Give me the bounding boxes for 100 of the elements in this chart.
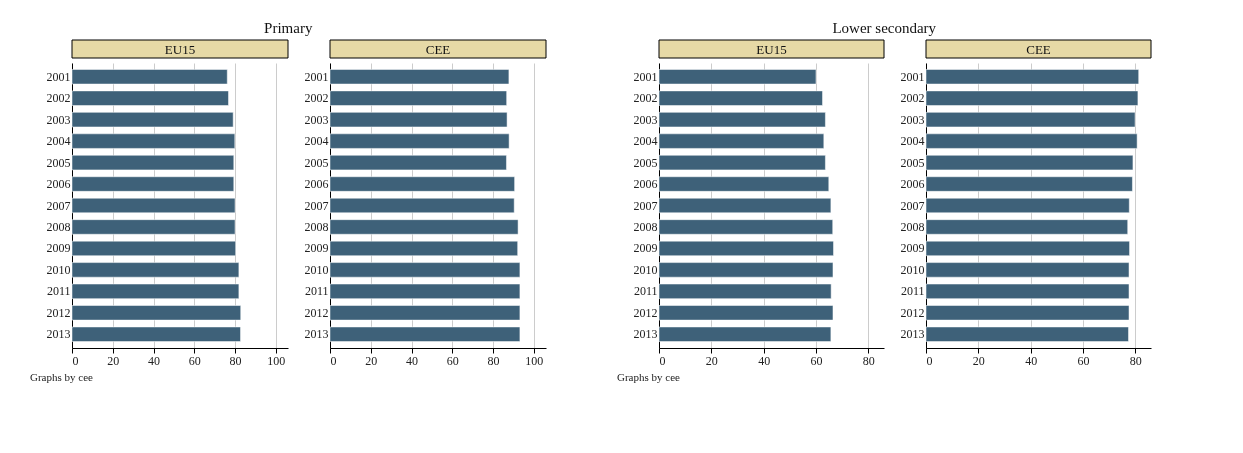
bar bbox=[658, 240, 834, 256]
bar bbox=[925, 262, 1130, 278]
y-tick-label: 2007 bbox=[304, 198, 329, 213]
y-tick-label: 2006 bbox=[633, 177, 658, 192]
x-tick-label: 0 bbox=[330, 353, 337, 368]
x-tick-label: 100 bbox=[267, 353, 286, 368]
bar bbox=[925, 305, 1130, 321]
y-tick-label: 2003 bbox=[900, 112, 925, 127]
y-tick-label: 2011 bbox=[46, 284, 71, 299]
y-tick-label: 2011 bbox=[900, 284, 925, 299]
y-tick-label: 2002 bbox=[633, 91, 658, 106]
bar bbox=[658, 305, 834, 321]
x-tick-label: 40 bbox=[148, 353, 161, 368]
chart-subtitle: EU15 bbox=[164, 42, 196, 57]
y-tick-label: 2012 bbox=[46, 305, 71, 320]
bar bbox=[71, 155, 235, 171]
x-tick-label: 60 bbox=[188, 353, 201, 368]
bar bbox=[71, 90, 229, 106]
y-tick-label: 2005 bbox=[900, 155, 925, 170]
x-tick-label: 0 bbox=[926, 353, 933, 368]
chart-subtitle: CEE bbox=[425, 42, 451, 57]
text: Graphs by cee bbox=[30, 371, 94, 383]
y-tick-label: 2008 bbox=[304, 219, 329, 234]
bar bbox=[71, 219, 236, 235]
y-tick-label: 2005 bbox=[633, 155, 658, 170]
bar bbox=[658, 262, 834, 278]
chart-title: Primary bbox=[264, 19, 313, 36]
bar bbox=[71, 262, 240, 278]
x-tick-label: 40 bbox=[406, 353, 419, 368]
bar bbox=[658, 219, 833, 235]
y-tick-label: 2008 bbox=[900, 219, 925, 234]
y-tick-label: 2004 bbox=[633, 134, 658, 149]
y-tick-label: 2002 bbox=[46, 91, 71, 106]
y-tick-label: 2001 bbox=[900, 69, 925, 84]
y-tick-label: 2009 bbox=[304, 241, 329, 256]
bar bbox=[925, 155, 1134, 171]
x-tick-label: 20 bbox=[972, 353, 985, 368]
chart-title: Lower secondary bbox=[832, 19, 937, 36]
bar bbox=[925, 197, 1130, 214]
y-tick-label: 2001 bbox=[46, 69, 71, 84]
y-tick-label: 2009 bbox=[46, 241, 71, 256]
x-tick-label: 40 bbox=[1025, 353, 1038, 368]
x-tick-label: 60 bbox=[810, 353, 823, 368]
bar bbox=[658, 69, 817, 85]
y-tick-label: 2005 bbox=[304, 155, 329, 170]
bar bbox=[658, 176, 830, 192]
x-tick-label: 20 bbox=[705, 353, 718, 368]
bar bbox=[658, 112, 826, 128]
y-tick-label: 2001 bbox=[633, 69, 658, 84]
bar bbox=[925, 219, 1128, 235]
y-tick-label: 2011 bbox=[304, 284, 329, 299]
bar bbox=[71, 176, 235, 192]
y-tick-label: 2010 bbox=[304, 262, 329, 277]
y-tick-label: 2006 bbox=[304, 177, 329, 192]
y-tick-label: 2002 bbox=[304, 91, 329, 106]
y-tick-label: 2012 bbox=[304, 305, 329, 320]
y-tick-label: 2006 bbox=[900, 177, 925, 192]
y-tick-label: 2006 bbox=[46, 177, 71, 192]
y-tick-label: 2007 bbox=[900, 198, 925, 213]
bar bbox=[658, 90, 823, 106]
y-tick-label: 2007 bbox=[633, 198, 658, 213]
bar bbox=[71, 283, 240, 299]
y-tick-label: 2009 bbox=[900, 241, 925, 256]
y-tick-label: 2013 bbox=[304, 327, 329, 342]
y-tick-label: 2008 bbox=[46, 219, 71, 234]
x-tick-label: 40 bbox=[758, 353, 771, 368]
bar bbox=[71, 133, 236, 149]
bar bbox=[658, 155, 826, 171]
bar bbox=[71, 197, 236, 214]
bar bbox=[925, 326, 1129, 342]
y-tick-label: 2002 bbox=[900, 91, 925, 106]
y-tick-label: 2003 bbox=[46, 112, 71, 127]
x-tick-label: 80 bbox=[487, 353, 500, 368]
y-tick-label: 2008 bbox=[633, 219, 658, 234]
y-tick-label: 2004 bbox=[900, 134, 925, 149]
y-tick-label: 2012 bbox=[900, 305, 925, 320]
y-tick-label: 2010 bbox=[46, 262, 71, 277]
y-tick-label: 2012 bbox=[633, 305, 658, 320]
bar bbox=[925, 90, 1139, 106]
y-tick-label: 2011 bbox=[633, 284, 658, 299]
bar bbox=[925, 69, 1139, 85]
chart-subtitle: CEE bbox=[1026, 42, 1051, 57]
bar bbox=[925, 240, 1130, 256]
y-tick-label: 2004 bbox=[304, 134, 329, 149]
x-tick-label: 80 bbox=[229, 353, 242, 368]
y-tick-label: 2013 bbox=[633, 327, 658, 342]
y-tick-label: 2010 bbox=[900, 262, 925, 277]
x-tick-label: 0 bbox=[72, 353, 79, 368]
y-tick-label: 2009 bbox=[633, 241, 658, 256]
y-tick-label: 2005 bbox=[46, 155, 71, 170]
x-tick-label: 20 bbox=[107, 353, 120, 368]
bar bbox=[925, 112, 1136, 128]
x-tick-label: 100 bbox=[525, 353, 544, 368]
text: Graphs by cee bbox=[617, 371, 681, 383]
y-tick-label: 2001 bbox=[304, 69, 329, 84]
x-tick-label: 80 bbox=[862, 353, 875, 368]
x-tick-label: 20 bbox=[365, 353, 378, 368]
bar bbox=[925, 133, 1138, 149]
bar bbox=[71, 326, 241, 342]
y-tick-label: 2003 bbox=[304, 112, 329, 127]
